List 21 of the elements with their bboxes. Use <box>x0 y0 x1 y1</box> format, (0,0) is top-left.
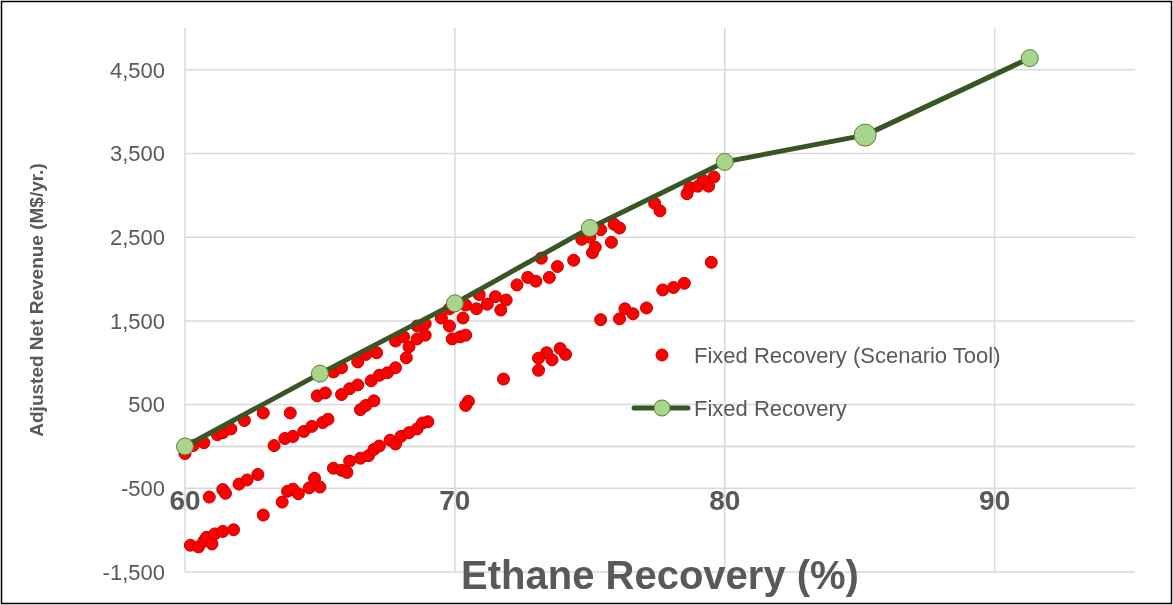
x-tick-label: 80 <box>709 485 741 517</box>
x-tick-label: 90 <box>979 485 1011 517</box>
y-tick-label: 4,500 <box>109 57 165 83</box>
y-axis-title: Adjusted Net Revenue (M$/yr.) <box>25 163 47 437</box>
x-axis-title: Ethane Recovery (%) <box>461 553 859 597</box>
y-tick-label: -500 <box>120 476 165 502</box>
point <box>176 437 194 456</box>
x-tick-label: 70 <box>439 485 471 517</box>
legend-label: Fixed Recovery <box>694 395 847 421</box>
point <box>1020 49 1039 68</box>
y-tick-label: -1,500 <box>102 559 165 585</box>
point <box>445 294 464 313</box>
y-tick-label: 500 <box>128 392 165 418</box>
y-tick-label: 1,500 <box>109 308 165 334</box>
y-tick-label: 2,500 <box>109 224 165 250</box>
point <box>580 219 599 238</box>
y-tick-label: 3,500 <box>109 141 165 167</box>
point <box>715 152 734 171</box>
x-tick-label: 60 <box>169 485 201 517</box>
point <box>310 364 329 383</box>
legend-label: Fixed Recovery (Scenario Tool) <box>694 342 1001 368</box>
